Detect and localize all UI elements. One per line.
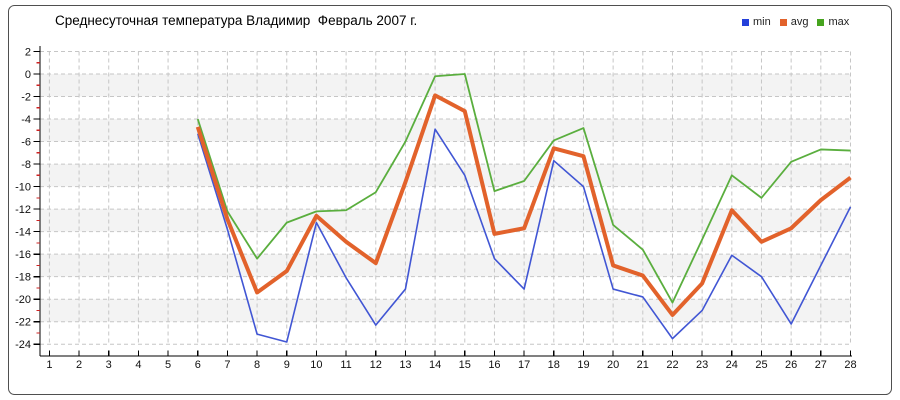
max-series-line — [196, 73, 851, 304]
x-tick-label: 4 — [135, 359, 141, 371]
avg-series-swatch — [779, 18, 787, 26]
x-tick-label: 5 — [165, 359, 171, 371]
x-tick-label: 15 — [459, 359, 471, 371]
x-tick-label: 8 — [254, 359, 260, 371]
y-tick-label: -24 — [15, 339, 31, 351]
x-tick-label: 3 — [106, 359, 112, 371]
y-tick-label: -10 — [15, 182, 31, 194]
min-series-swatch — [742, 18, 749, 26]
plot-band — [40, 299, 851, 322]
max-series-swatch — [817, 18, 825, 26]
legend-item-min[interactable]: min — [742, 16, 771, 28]
y-tick-label: -20 — [15, 294, 31, 306]
y-tick-label: -8 — [21, 159, 31, 171]
plot-band — [40, 209, 851, 232]
x-tick-label: 21 — [637, 359, 649, 371]
x-tick-label: 1 — [46, 359, 52, 371]
x-tick-label: 11 — [340, 359, 351, 371]
legend-label-avg: avg — [790, 16, 809, 28]
x-tick-label: 12 — [370, 359, 382, 371]
plot-band — [40, 74, 851, 97]
x-tick-label: 23 — [696, 359, 708, 371]
y-tick-label: -4 — [21, 114, 31, 126]
x-tick-label: 25 — [755, 359, 767, 371]
x-tick-label: 2 — [76, 359, 82, 371]
widget-frame — [8, 5, 892, 395]
plot-band — [40, 164, 851, 187]
y-tick-label: -6 — [21, 137, 31, 149]
x-tick-label: 10 — [310, 359, 322, 371]
x-tick-label: 16 — [488, 359, 500, 371]
x-tick-label: 26 — [785, 359, 797, 371]
legend-label-max: max — [828, 16, 850, 28]
x-tick-label: 9 — [284, 359, 290, 371]
legend-item-avg[interactable]: avg — [779, 16, 809, 28]
x-tick-label: 7 — [224, 359, 230, 371]
x-tick-label: 13 — [399, 359, 411, 371]
y-tick-label: 2 — [25, 46, 31, 58]
y-tick-label: -18 — [15, 272, 31, 284]
y-tick-label: -12 — [15, 204, 31, 216]
x-tick-label: 18 — [548, 359, 560, 371]
legend-item-max[interactable]: max — [817, 16, 849, 28]
legend-label-min: min — [753, 16, 771, 28]
y-tick-label: -16 — [15, 249, 31, 261]
x-tick-label: 6 — [195, 359, 201, 371]
plot-band — [40, 254, 851, 277]
y-tick-label: -14 — [15, 227, 31, 239]
chart-title: Среднесуточная температура Владимир Февр… — [55, 13, 418, 28]
y-tick-label: -22 — [15, 317, 31, 329]
x-tick-label: 20 — [607, 359, 619, 371]
x-tick-label: 27 — [815, 359, 827, 371]
min-series-line — [196, 128, 852, 343]
avg-series-line — [195, 93, 852, 317]
x-tick-label: 24 — [726, 359, 738, 371]
y-tick-label: 0 — [25, 69, 31, 81]
x-tick-label: 28 — [844, 359, 856, 371]
x-tick-label: 19 — [577, 359, 589, 371]
y-tick-label: -2 — [21, 92, 31, 104]
x-tick-label: 14 — [429, 359, 441, 371]
x-tick-label: 17 — [518, 359, 530, 371]
plot-band — [40, 119, 851, 142]
x-tick-label: 22 — [666, 359, 678, 371]
chart-legend: min avg max — [742, 16, 858, 28]
